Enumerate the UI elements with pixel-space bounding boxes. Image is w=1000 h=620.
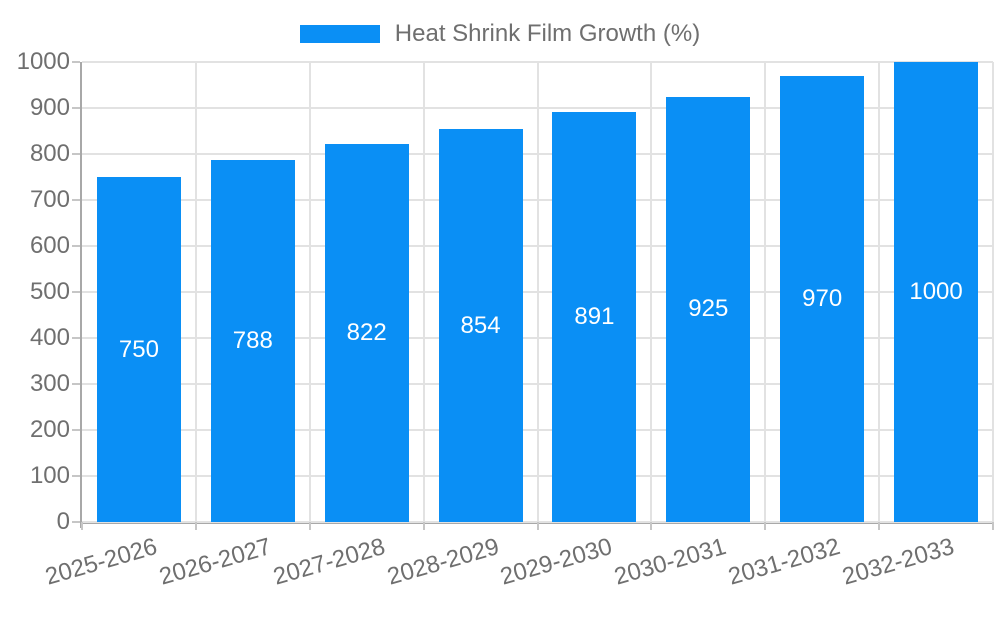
y-axis-tick <box>72 61 80 63</box>
bar: 788 <box>210 159 295 522</box>
y-axis-tick <box>72 429 80 431</box>
bar: 970 <box>780 75 865 522</box>
y-axis-tick <box>72 291 80 293</box>
y-axis-tick-label: 800 <box>29 140 70 167</box>
bar: 891 <box>552 112 637 522</box>
bar-value-label: 891 <box>574 303 615 331</box>
y-axis-tick-label: 1000 <box>16 48 70 75</box>
gridline-vertical <box>878 62 881 522</box>
x-axis-tick <box>422 522 425 530</box>
y-axis-tick <box>72 383 80 385</box>
bar: 750 <box>96 177 181 522</box>
y-axis-tick <box>72 337 80 339</box>
y-axis-tick <box>72 199 80 201</box>
y-axis-tick-label: 0 <box>56 508 70 535</box>
y-axis-tick-label: 100 <box>29 462 70 489</box>
y-axis-tick-label: 400 <box>29 324 70 351</box>
x-axis-tick <box>81 522 83 530</box>
plot-area: 750 788 822 854 891 925 970 1000 <box>72 61 994 530</box>
bar: 1000 <box>894 62 979 522</box>
bar-value-label: 970 <box>802 284 843 312</box>
y-axis-tick <box>72 107 80 109</box>
legend-label: Heat Shrink Film Growth (%) <box>394 20 701 47</box>
gridline-vertical <box>194 62 197 522</box>
y-axis-tick-label: 500 <box>29 278 70 305</box>
y-axis-line <box>80 62 82 528</box>
x-axis-tick <box>536 522 539 530</box>
gridline-vertical <box>536 62 539 522</box>
x-axis-tick <box>992 522 994 530</box>
gridline-vertical <box>308 62 311 522</box>
bar: 822 <box>324 143 409 522</box>
gridline-vertical <box>764 62 767 522</box>
bar-value-label: 925 <box>688 295 729 323</box>
bar-value-label: 1000 <box>909 278 963 305</box>
bar: 854 <box>438 129 523 522</box>
gridline-vertical <box>650 62 653 522</box>
gridline-vertical <box>992 62 994 522</box>
x-axis-tick <box>650 522 653 530</box>
chart-canvas: Heat Shrink Film Growth (%) 750 788 822 854… <box>0 18 1000 530</box>
bar-value-label: 854 <box>460 311 501 339</box>
bar-value-label: 788 <box>232 326 273 354</box>
legend-swatch <box>299 25 380 43</box>
gridline-vertical <box>422 62 425 522</box>
y-axis-tick-label: 900 <box>29 94 70 121</box>
y-axis-tick-label: 700 <box>29 186 70 213</box>
y-axis-tick-label: 200 <box>29 416 70 443</box>
y-axis-tick-label: 600 <box>29 232 70 259</box>
y-axis-tick-label: 300 <box>29 370 70 397</box>
x-axis-tick <box>308 522 311 530</box>
x-axis-tick <box>764 522 767 530</box>
y-axis-tick <box>72 521 80 523</box>
bar-value-label: 750 <box>118 335 159 363</box>
x-axis-tick <box>194 522 197 530</box>
y-axis-tick <box>72 475 80 477</box>
x-axis-tick <box>878 522 881 530</box>
y-axis-tick <box>72 245 80 247</box>
bar: 925 <box>666 96 751 522</box>
legend: Heat Shrink Film Growth (%) <box>0 18 1000 50</box>
bar-value-label: 822 <box>346 318 387 346</box>
y-axis-tick <box>72 153 80 155</box>
